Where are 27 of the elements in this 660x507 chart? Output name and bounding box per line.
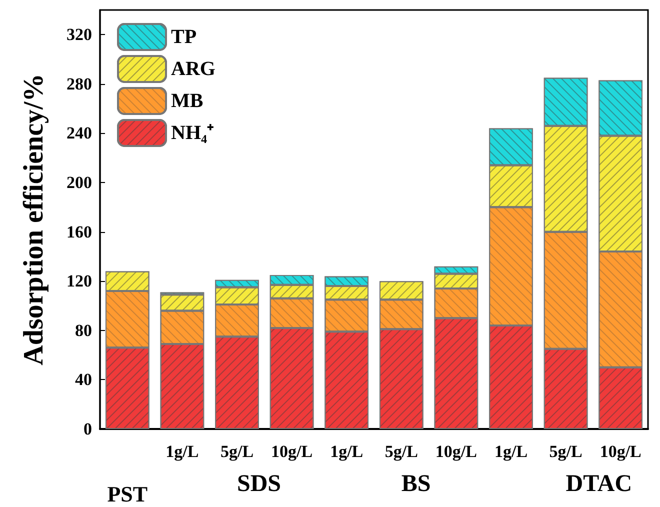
legend-label: MB <box>171 90 204 112</box>
x-tick-label: 10g/L <box>435 442 477 461</box>
x-tick-label: 10g/L <box>600 442 642 461</box>
y-tick-label: 280 <box>66 74 92 94</box>
text: DTAC <box>566 471 632 497</box>
y-tick-label: 120 <box>66 272 92 291</box>
y-tick-label: 80 <box>75 320 92 340</box>
text: BS <box>401 471 431 497</box>
x-tick-label: 5g/L <box>220 442 254 461</box>
x-tick-label: 5g/L <box>384 442 418 461</box>
y-tick-label: 240 <box>66 124 92 143</box>
y-tick-label: 200 <box>66 173 92 192</box>
x-tick-label: 10g/L <box>271 442 313 461</box>
y-tick-label: 0 <box>84 420 92 438</box>
x-tick-label: 1g/L <box>330 442 364 461</box>
x-tick-label: PST <box>107 482 148 506</box>
legend-label: TP <box>171 26 197 48</box>
x-tick-label: 1g/L <box>494 442 528 461</box>
y-tick-label: 160 <box>66 222 92 242</box>
y-tick-label: 40 <box>75 370 92 390</box>
legend-label: ARG <box>171 58 216 80</box>
x-tick-label: 1g/L <box>166 442 199 461</box>
legend-label: NH₄⁺ <box>171 122 214 144</box>
y-tick-label: 320 <box>66 25 92 44</box>
y-axis-title: Adsorption efficiency/% <box>18 74 50 366</box>
text: SDS <box>237 471 282 497</box>
x-tick-label: 5g/L <box>549 442 582 461</box>
